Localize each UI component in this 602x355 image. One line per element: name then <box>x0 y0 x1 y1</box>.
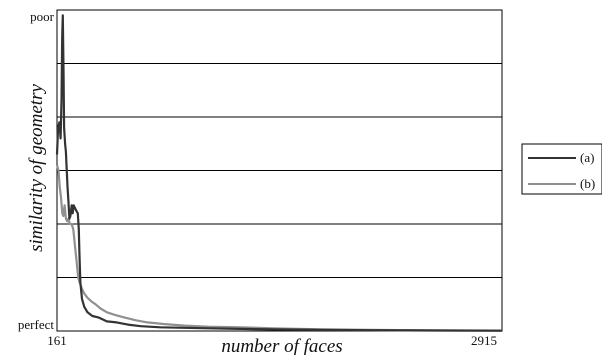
series-line-b <box>55 164 503 332</box>
gridlines <box>57 63 502 278</box>
x-tick-end: 2915 <box>471 333 497 348</box>
legend: (a) (b) <box>521 143 602 195</box>
y-tick-bottom: perfect <box>18 317 54 332</box>
y-tick-top: poor <box>30 9 55 24</box>
series-line-a <box>55 14 503 332</box>
data-series <box>55 14 503 332</box>
x-axis-title: number of faces <box>221 336 342 355</box>
x-tick-start: 161 <box>47 333 67 348</box>
legend-label-a: (a) <box>580 150 594 165</box>
y-axis-title: similarity of geometry <box>26 84 47 252</box>
legend-label-b: (b) <box>580 176 595 191</box>
legend-box <box>521 143 602 195</box>
